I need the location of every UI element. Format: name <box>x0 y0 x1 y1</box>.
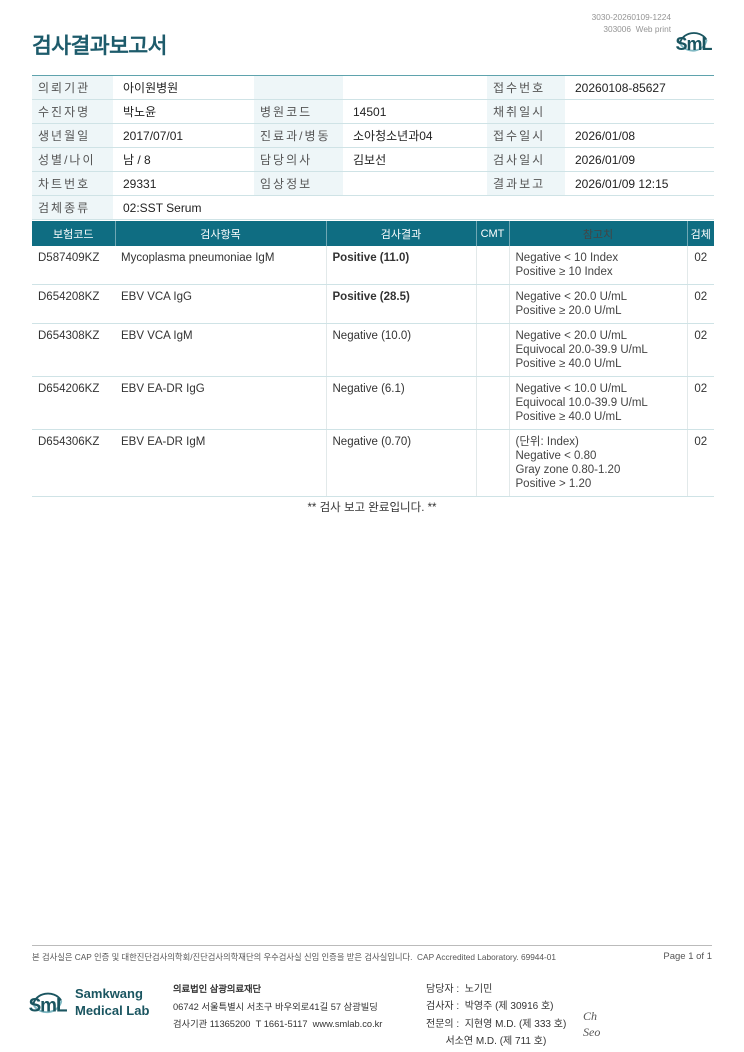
svg-text:SmL: SmL <box>29 995 67 1016</box>
svg-text:SmL: SmL <box>675 34 712 54</box>
